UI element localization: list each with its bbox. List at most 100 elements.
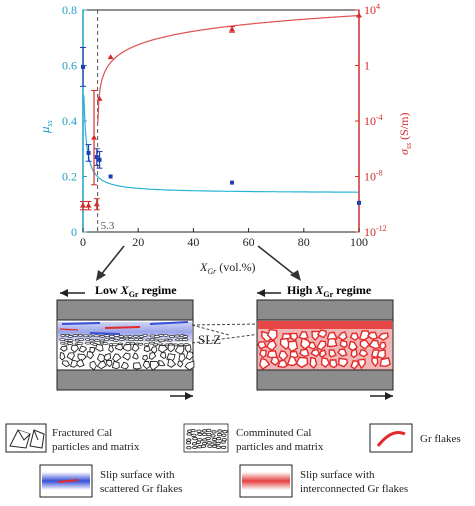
low-fractured-grains bbox=[59, 343, 195, 371]
mu-point bbox=[108, 174, 113, 179]
comminuted-icon-grain bbox=[191, 433, 197, 437]
comminuted-grain bbox=[181, 338, 189, 341]
high-grain bbox=[366, 331, 379, 340]
comminuted-icon-grain bbox=[192, 445, 198, 450]
fractured-grain bbox=[70, 344, 80, 353]
high-grain bbox=[337, 331, 348, 341]
comminuted-icon-grain bbox=[191, 442, 198, 446]
low-top-block bbox=[56, 299, 194, 321]
comminuted-grain bbox=[145, 338, 151, 342]
comminuted-icon-grain bbox=[222, 430, 228, 434]
low-regime-panel: Low XGr regime bbox=[56, 283, 195, 400]
low-bottom-block bbox=[56, 369, 194, 391]
comminuted-icon-grain bbox=[201, 432, 208, 436]
comminuted-icon-grain bbox=[196, 429, 202, 433]
left-axis-label: μss bbox=[37, 120, 54, 134]
arrow-to-low bbox=[99, 245, 125, 277]
right-axis-ticks: 10-12 10-8 10-4 1 104 bbox=[355, 2, 387, 239]
comminuted-icon-grain bbox=[186, 438, 192, 442]
fractured-grain bbox=[86, 351, 94, 360]
svg-text:particles and matrix: particles and matrix bbox=[236, 441, 324, 453]
comminuted-grain bbox=[153, 338, 159, 342]
mu-point bbox=[81, 64, 85, 69]
comminuted-grain bbox=[167, 338, 173, 342]
comminuted-icon-grain bbox=[221, 445, 227, 450]
comminuted-icon-grain bbox=[200, 444, 207, 448]
comminuted-icon-grain bbox=[216, 437, 222, 441]
fractured-grain bbox=[178, 353, 186, 363]
fractured-grain bbox=[89, 360, 97, 371]
arrowhead-low bbox=[96, 270, 106, 281]
high-grain bbox=[357, 358, 367, 370]
high-grain bbox=[265, 340, 278, 352]
high-grain bbox=[359, 339, 371, 351]
high-grain bbox=[257, 341, 267, 350]
high-regime-panel: High XGr regime bbox=[256, 283, 394, 400]
comminuted-icon-grain bbox=[202, 441, 208, 446]
comminuted-icon-grain bbox=[215, 441, 221, 445]
comminuted-grain bbox=[152, 343, 158, 347]
high-grain bbox=[286, 355, 298, 367]
high-grain bbox=[350, 348, 358, 359]
high-grain bbox=[318, 349, 327, 358]
comminuted-grain bbox=[178, 343, 185, 347]
high-grain bbox=[310, 348, 320, 358]
fractured-grain bbox=[59, 351, 66, 361]
comminuted-grain bbox=[77, 333, 83, 337]
comminuted-icon-grain bbox=[207, 444, 213, 448]
high-grain bbox=[326, 337, 338, 348]
high-grain bbox=[377, 332, 389, 341]
fractured-grain bbox=[143, 345, 151, 353]
fractured-grain bbox=[78, 345, 88, 353]
svg-text:Comminuted Cal: Comminuted Cal bbox=[236, 427, 311, 439]
comminuted-grain bbox=[78, 338, 85, 341]
comminuted-icon-grain bbox=[210, 434, 216, 438]
fractured-grain bbox=[167, 344, 175, 353]
high-grain bbox=[358, 330, 371, 341]
right-tick-label: 10-4 bbox=[364, 113, 383, 128]
right-tick-label: 10-12 bbox=[364, 224, 387, 239]
plot-frame bbox=[82, 9, 360, 233]
high-grain bbox=[337, 348, 348, 357]
comminuted-grain bbox=[60, 334, 66, 337]
comminuted-grain bbox=[173, 334, 181, 338]
comminuted-grain bbox=[143, 343, 150, 346]
comminuted-grain bbox=[127, 335, 133, 338]
comminuted-icon-grain bbox=[215, 445, 221, 449]
left-tick-label: 0.6 bbox=[62, 59, 77, 73]
comminuted-icon-grain bbox=[206, 428, 212, 432]
mu-point bbox=[357, 200, 361, 205]
sigma-point bbox=[356, 12, 362, 18]
fractured-grain bbox=[111, 360, 120, 370]
mu-point bbox=[94, 155, 99, 160]
comminuted-icon-grain bbox=[195, 440, 202, 444]
comminuted-grain bbox=[119, 338, 125, 341]
high-grain bbox=[371, 357, 379, 368]
high-grain bbox=[270, 356, 280, 367]
chart: 0 20 40 60 80 100 0 0.2 0.4 0.6 0.8 10-12 10-8 10-4… bbox=[37, 2, 413, 276]
sigma-point bbox=[229, 26, 236, 32]
fractured-icon bbox=[5, 423, 47, 453]
threshold-label: 5.3 bbox=[101, 220, 115, 232]
high-grain bbox=[295, 356, 309, 369]
high-regime-title: High XGr regime bbox=[287, 283, 372, 299]
high-grain bbox=[320, 356, 331, 369]
left-tick-label: 0.4 bbox=[62, 114, 77, 128]
mu-fit-curve bbox=[83, 95, 359, 193]
comminuted-grain bbox=[157, 342, 163, 346]
svg-text:interconnected Gr flakes: interconnected Gr flakes bbox=[300, 483, 408, 495]
fractured-grain bbox=[184, 360, 195, 371]
comminuted-grain bbox=[88, 338, 95, 342]
sigma-point bbox=[96, 95, 103, 101]
slz-label: SLZ bbox=[198, 332, 221, 347]
fractured-grain bbox=[66, 352, 75, 361]
high-grain bbox=[287, 340, 299, 353]
high-grain bbox=[267, 328, 278, 342]
sigma-fit-curve bbox=[97, 15, 359, 123]
fractured-grain bbox=[61, 360, 71, 368]
mu-point bbox=[86, 150, 91, 155]
high-grain bbox=[259, 349, 267, 359]
comminuted-grain bbox=[104, 338, 110, 341]
comminuted-icon-grain bbox=[206, 432, 212, 437]
